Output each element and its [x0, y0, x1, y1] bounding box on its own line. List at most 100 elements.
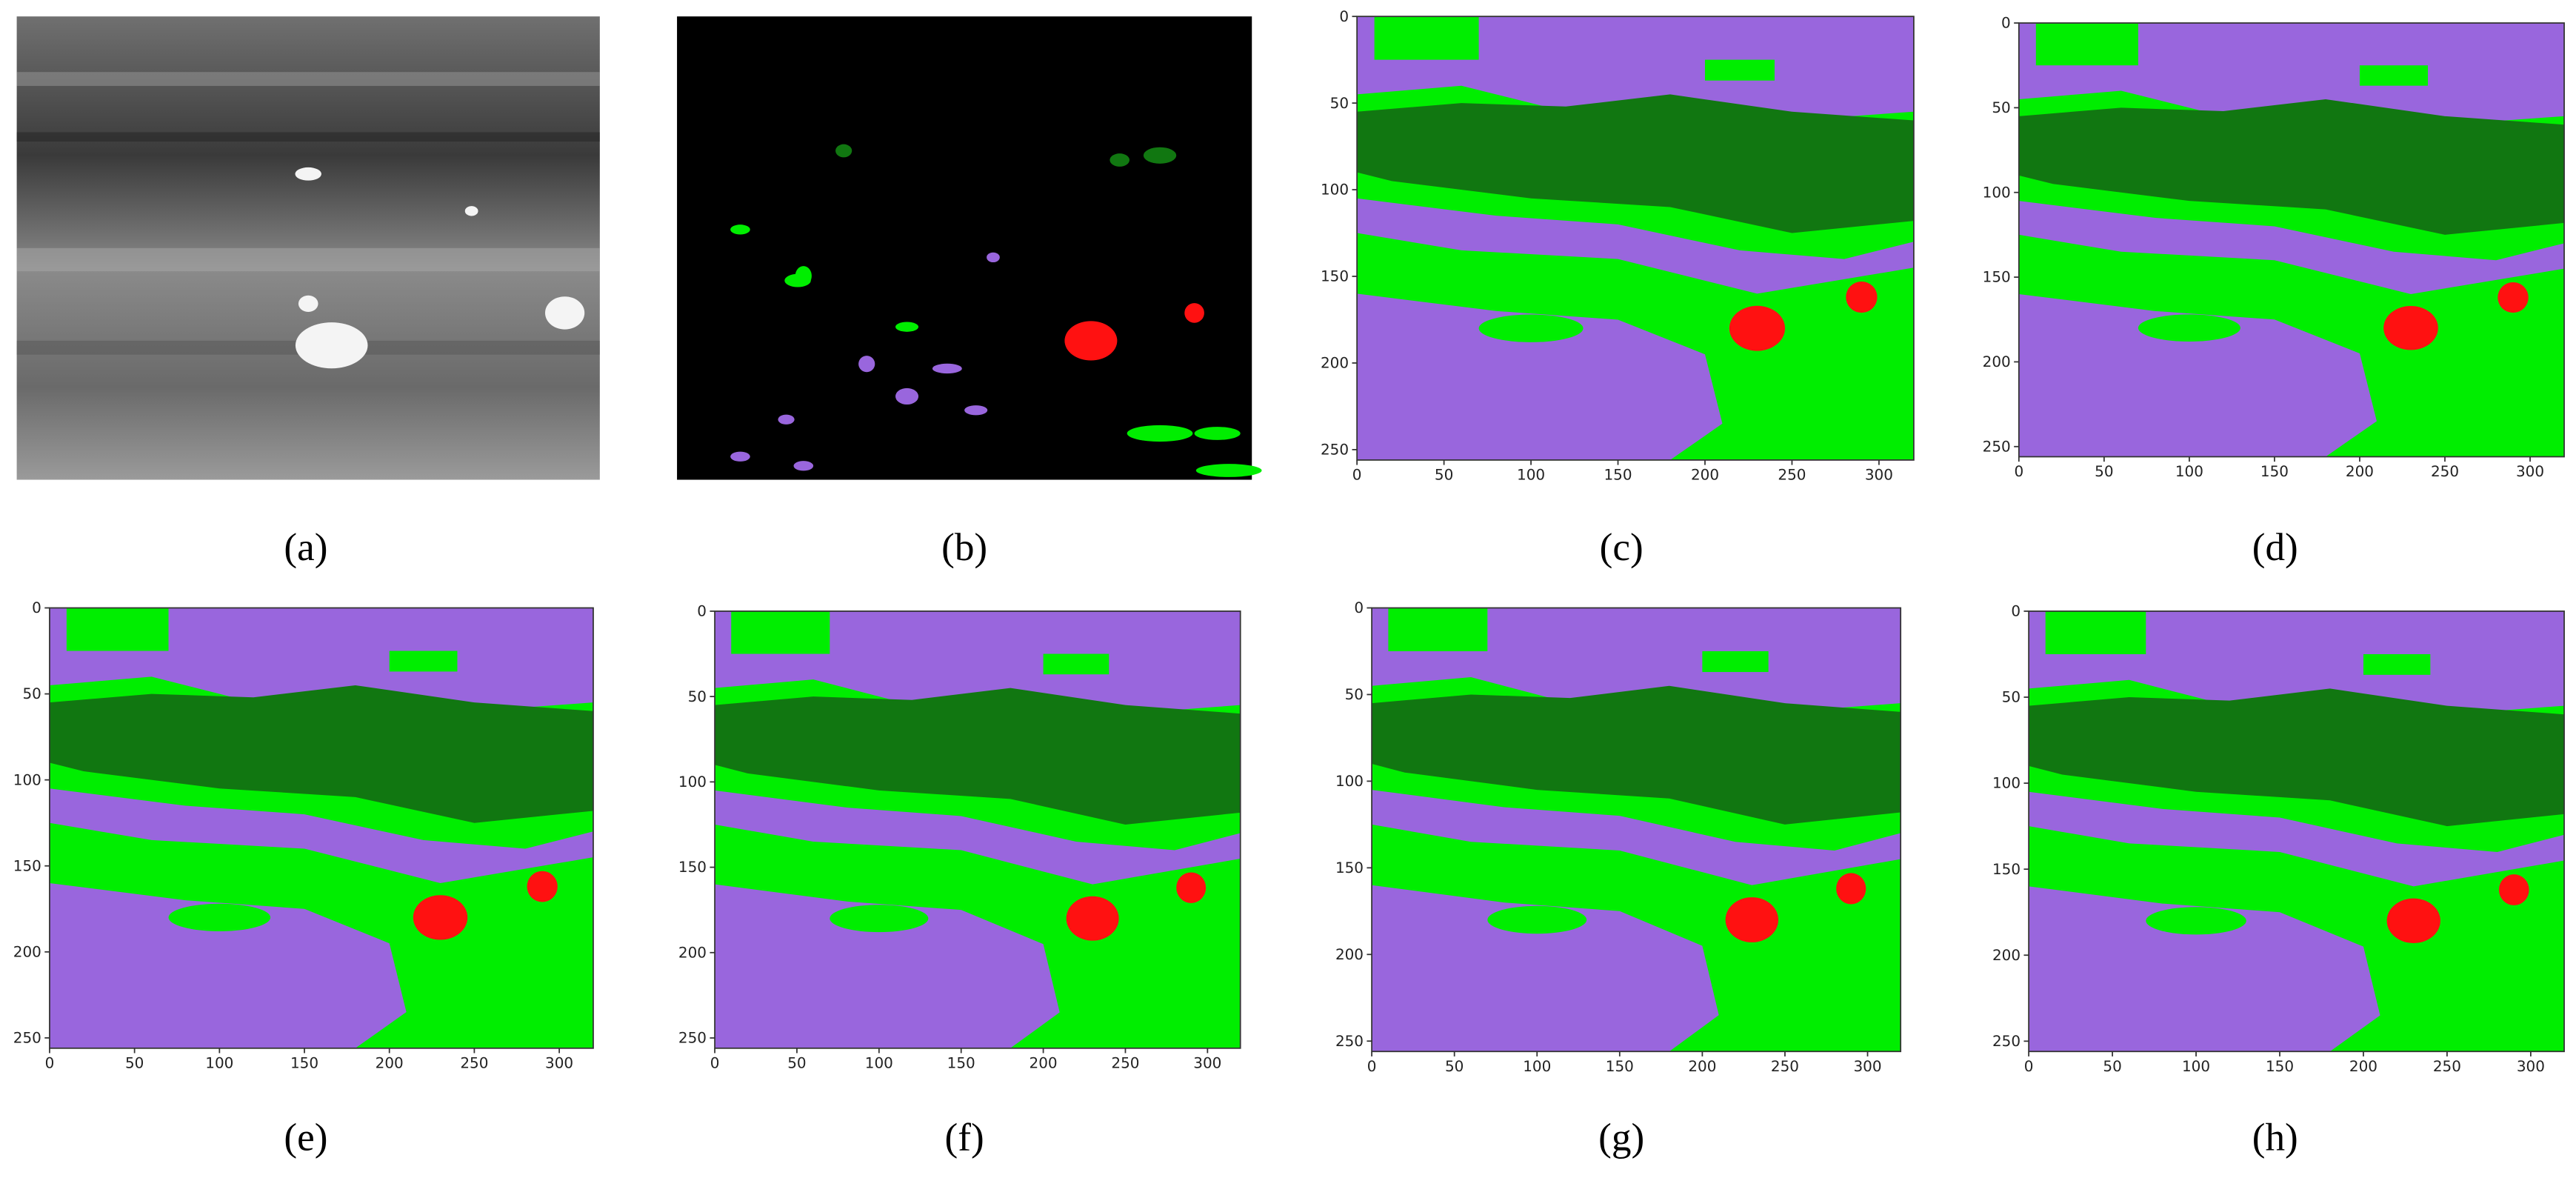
x-tick-label: 250 [1778, 466, 1806, 484]
segment-region [1372, 608, 1901, 712]
segment-red [1176, 872, 1207, 903]
x-tick-label: 50 [2095, 462, 2113, 480]
segment-region [1357, 16, 1914, 121]
y-tick-label: 150 [1992, 860, 2021, 878]
bright-spot [295, 167, 321, 181]
segment-region [1357, 94, 1914, 233]
panel: 0 50 100 150 200 250 300 0 50 100 150 200 250 (f) [678, 602, 1241, 1159]
panel-label: (d) [2252, 525, 2298, 569]
x-tick-label: 150 [290, 1054, 318, 1071]
x-tick-label: 200 [1688, 1057, 1716, 1075]
y-tick-label: 0 [697, 602, 707, 620]
segment-red [1725, 897, 1779, 942]
y-tick-label: 150 [13, 856, 41, 874]
segment-red [1066, 896, 1119, 941]
bright-spot [544, 296, 585, 330]
y-tick-label: 200 [1321, 354, 1349, 372]
axes-frame [714, 610, 1241, 1049]
x-tick-label: 250 [1771, 1057, 1799, 1075]
panel-label: (c) [1600, 525, 1644, 569]
y-tick-label: 50 [22, 685, 41, 702]
segment-blob [730, 224, 750, 235]
y-tick-label: 150 [1983, 268, 2011, 286]
segment-red [2498, 874, 2529, 905]
y-tick-label: 200 [1992, 946, 2021, 964]
x-tick-label: 0 [2014, 462, 2023, 480]
x-tick-label: 200 [1691, 466, 1719, 484]
x-tick-label: 300 [1193, 1054, 1221, 1071]
segment-region [66, 608, 169, 651]
x-tick-label: 200 [1030, 1054, 1058, 1071]
panel-label: (f) [945, 1115, 984, 1159]
x-tick-label: 0 [2024, 1057, 2034, 1075]
y-tick-label: 150 [678, 858, 707, 876]
panel-label: (a) [284, 525, 327, 569]
panel-label: (e) [284, 1115, 327, 1159]
segment-blob [1194, 427, 1241, 440]
x-tick-label: 300 [545, 1054, 573, 1071]
segment-region [715, 790, 1241, 885]
segment-red [1846, 282, 1878, 313]
axes-frame [49, 607, 594, 1049]
segment-region [1372, 885, 1719, 1052]
x-tick-label: 300 [2516, 462, 2544, 480]
y-tick-label: 50 [1992, 99, 2010, 116]
bright-spot [295, 322, 368, 369]
segment-region [2359, 65, 2428, 86]
segment-blob [1064, 321, 1118, 361]
x-tick-label: 250 [2433, 1057, 2461, 1075]
segment-blob [1110, 153, 1130, 167]
x-tick-label: 300 [2517, 1057, 2545, 1075]
segment-red [2383, 305, 2438, 350]
segment-region [2029, 688, 2565, 827]
segment-region [2029, 610, 2565, 715]
x-tick-label: 200 [2346, 462, 2374, 480]
panel-label: (g) [1598, 1115, 1644, 1159]
x-tick-label: 200 [376, 1054, 404, 1071]
segmentation [49, 608, 593, 1048]
segment-region [49, 882, 407, 1048]
segmentation [1357, 16, 1914, 460]
segment-blob [778, 414, 795, 425]
segment-region [2018, 293, 2377, 457]
y-tick-label: 100 [1335, 772, 1364, 790]
panel-label: (b) [941, 525, 987, 569]
x-tick-label: 50 [2103, 1057, 2121, 1075]
segment-red [413, 895, 468, 940]
y-tick-label: 50 [1345, 685, 1364, 703]
y-tick-label: 100 [1321, 181, 1349, 199]
x-tick-label: 100 [1523, 1057, 1551, 1075]
y-tick-label: 100 [678, 773, 707, 791]
segment-red [1729, 305, 1786, 351]
y-tick-label: 250 [1992, 1032, 2021, 1050]
y-tick-label: 200 [13, 942, 41, 960]
x-tick-label: 0 [710, 1054, 720, 1071]
segment-region [830, 905, 929, 933]
panel: 0 50 100 150 200 250 300 0 50 100 150 200 250 (g) [1335, 599, 1902, 1159]
segmentation [2018, 23, 2565, 457]
x-tick-label: 150 [947, 1054, 975, 1071]
axes-frame [2018, 22, 2565, 458]
x-tick-label: 100 [2175, 462, 2203, 480]
image-band [16, 132, 600, 142]
segment-region [1372, 685, 1901, 825]
y-tick-label: 250 [1321, 441, 1349, 459]
x-tick-label: 0 [1367, 1057, 1377, 1075]
y-tick-label: 200 [678, 943, 707, 961]
segment-region [2146, 907, 2246, 935]
segment-region [49, 788, 593, 883]
x-tick-label: 100 [2182, 1057, 2210, 1075]
x-tick-label: 150 [1604, 466, 1632, 484]
segment-blob [987, 252, 1000, 263]
panel-label: (h) [2252, 1115, 2298, 1159]
x-tick-label: 300 [1853, 1057, 1881, 1075]
segment-region [1357, 198, 1914, 294]
segment-blob [795, 266, 812, 286]
x-tick-label: 50 [1435, 466, 1453, 484]
y-tick-label: 0 [32, 599, 41, 616]
segment-region [2018, 23, 2565, 125]
image-background [677, 16, 1252, 480]
y-tick-label: 50 [2002, 688, 2021, 706]
segment-region [1478, 314, 1584, 342]
y-tick-label: 150 [1335, 859, 1364, 876]
